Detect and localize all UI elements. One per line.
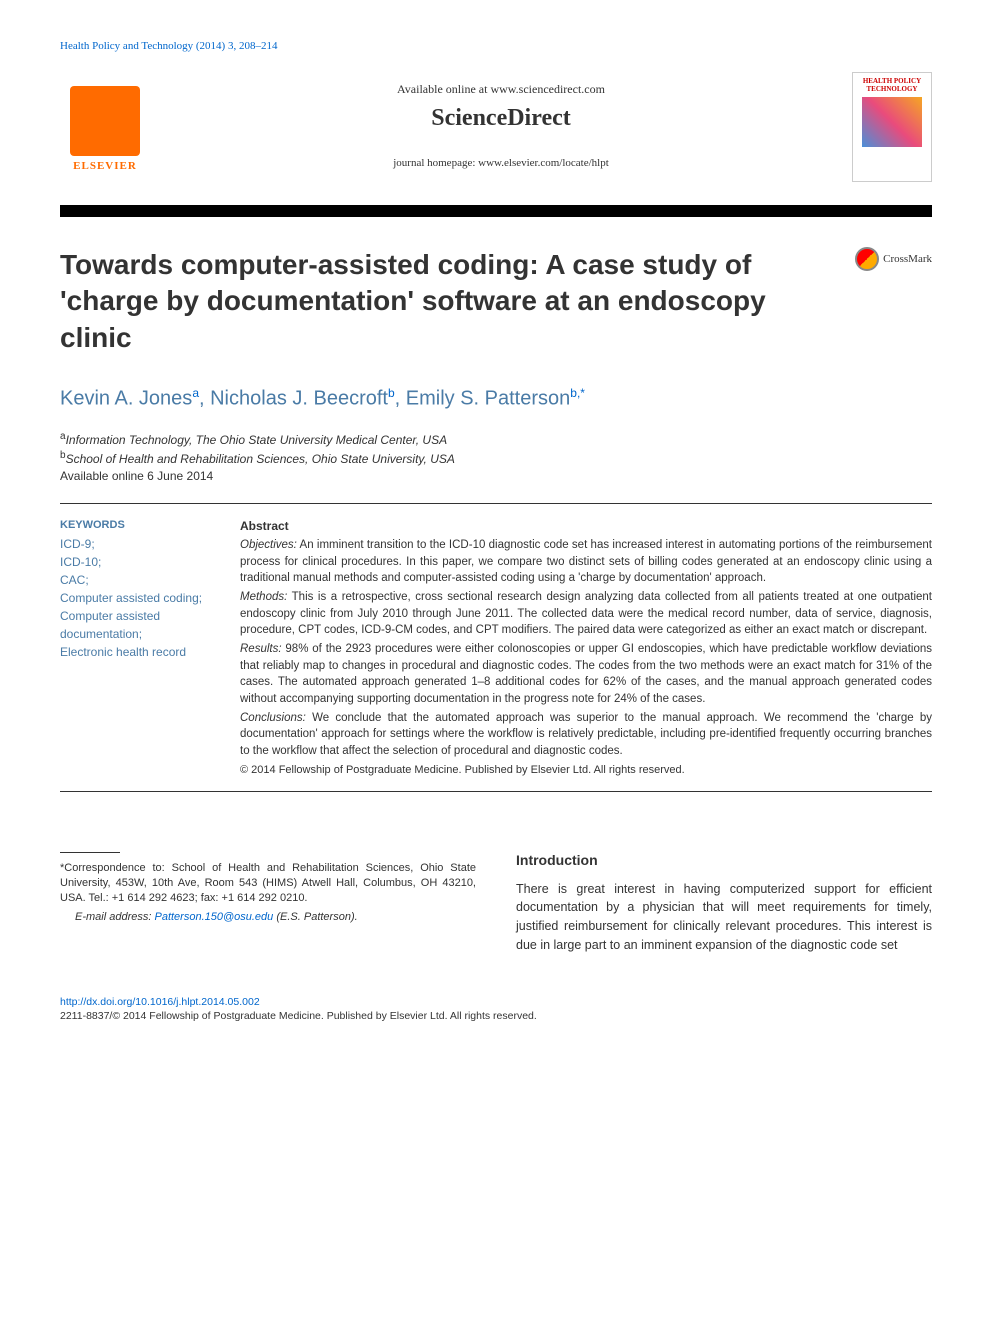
crossmark-icon	[855, 247, 879, 271]
abstract-methods: Methods: This is a retrospective, cross …	[240, 589, 932, 639]
affiliation-b: bSchool of Health and Rehabilitation Sci…	[60, 450, 932, 466]
keyword-item: Computer assisted coding;	[60, 589, 210, 607]
article-title: Towards computer-assisted coding: A case…	[60, 247, 855, 356]
abstract-label: Objectives:	[240, 539, 297, 551]
meta-abstract-row: KEYWORDS ICD-9; ICD-10; CAC; Computer as…	[60, 503, 932, 792]
abstract-text: This is a retrospective, cross sectional…	[240, 591, 932, 636]
journal-cover-title: HEALTH POLICY TECHNOLOGY	[857, 77, 927, 93]
abstract-results: Results: 98% of the 2923 procedures were…	[240, 641, 932, 708]
email-label-text: E-mail address:	[75, 911, 154, 923]
abstract-heading: Abstract	[240, 519, 932, 533]
keyword-item: Computer assisted documentation;	[60, 607, 210, 643]
author-name: Kevin A. Jones	[60, 388, 192, 410]
introduction-column: Introduction There is great interest in …	[516, 852, 932, 955]
affiliation-a: aInformation Technology, The Ohio State …	[60, 431, 932, 447]
correspondence-divider	[60, 852, 120, 853]
crossmark-label: CrossMark	[883, 253, 932, 265]
footer: http://dx.doi.org/10.1016/j.hlpt.2014.05…	[60, 985, 932, 1024]
abstract-text: 98% of the 2923 procedures were either c…	[240, 643, 932, 705]
crossmark-badge[interactable]: CrossMark	[855, 247, 932, 271]
author-name: , Nicholas J. Beecroft	[199, 388, 388, 410]
email-suffix: (E.S. Patterson).	[273, 911, 357, 923]
top-banner: ELSEVIER Available online at www.science…	[60, 72, 932, 197]
author-sup: b,*	[570, 386, 585, 400]
citation-link[interactable]: Health Policy and Technology (2014) 3, 2…	[60, 40, 932, 52]
abstract-label: Methods:	[240, 591, 287, 603]
journal-cover: HEALTH POLICY TECHNOLOGY	[852, 72, 932, 182]
introduction-heading: Introduction	[516, 852, 932, 868]
available-date: Available online 6 June 2014	[60, 469, 932, 483]
journal-homepage-text: journal homepage: www.elsevier.com/locat…	[170, 157, 832, 169]
abstract-copyright: © 2014 Fellowship of Postgraduate Medici…	[240, 764, 932, 776]
authors-list: Kevin A. Jonesa, Nicholas J. Beecroftb, …	[60, 386, 932, 411]
abstract-text: An imminent transition to the ICD-10 dia…	[240, 539, 932, 584]
abstract-conclusions: Conclusions: We conclude that the automa…	[240, 710, 932, 760]
center-banner: Available online at www.sciencedirect.co…	[150, 72, 852, 179]
elsevier-tree-icon	[70, 86, 140, 156]
author-sup: a	[192, 386, 199, 400]
introduction-text: There is great interest in having comput…	[516, 880, 932, 955]
abstract-text: We conclude that the automated approach …	[240, 712, 932, 757]
abstract-label: Conclusions:	[240, 712, 306, 724]
author-name: , Emily S. Patterson	[395, 388, 571, 410]
correspondence-column: *Correspondence to: School of Health and…	[60, 852, 476, 955]
correspondence-text: *Correspondence to: School of Health and…	[60, 861, 476, 907]
keyword-item: ICD-10;	[60, 553, 210, 571]
bottom-columns: *Correspondence to: School of Health and…	[60, 852, 932, 955]
keyword-item: CAC;	[60, 571, 210, 589]
abstract-objectives: Objectives: An imminent transition to th…	[240, 537, 932, 587]
abstract-label: Results:	[240, 643, 282, 655]
doi-link[interactable]: http://dx.doi.org/10.1016/j.hlpt.2014.05…	[60, 996, 260, 1008]
elsevier-label: ELSEVIER	[73, 160, 137, 172]
sciencedirect-logo: ScienceDirect	[170, 105, 832, 132]
email-link[interactable]: Patterson.150@osu.edu	[154, 911, 273, 923]
keyword-item: Electronic health record	[60, 643, 210, 661]
keywords-heading: KEYWORDS	[60, 519, 210, 531]
journal-cover-image	[862, 97, 922, 147]
author-sup: b	[388, 386, 395, 400]
title-row: Towards computer-assisted coding: A case…	[60, 247, 932, 356]
available-online-text: Available online at www.sciencedirect.co…	[170, 82, 832, 97]
abstract-column: Abstract Objectives: An imminent transit…	[240, 519, 932, 776]
keyword-item: ICD-9;	[60, 535, 210, 553]
divider-bar	[60, 205, 932, 217]
email-line: E-mail address: Patterson.150@osu.edu (E…	[60, 911, 476, 923]
elsevier-logo: ELSEVIER	[60, 72, 150, 172]
keywords-column: KEYWORDS ICD-9; ICD-10; CAC; Computer as…	[60, 519, 210, 776]
issn-copyright: 2211-8837/© 2014 Fellowship of Postgradu…	[60, 1010, 537, 1022]
